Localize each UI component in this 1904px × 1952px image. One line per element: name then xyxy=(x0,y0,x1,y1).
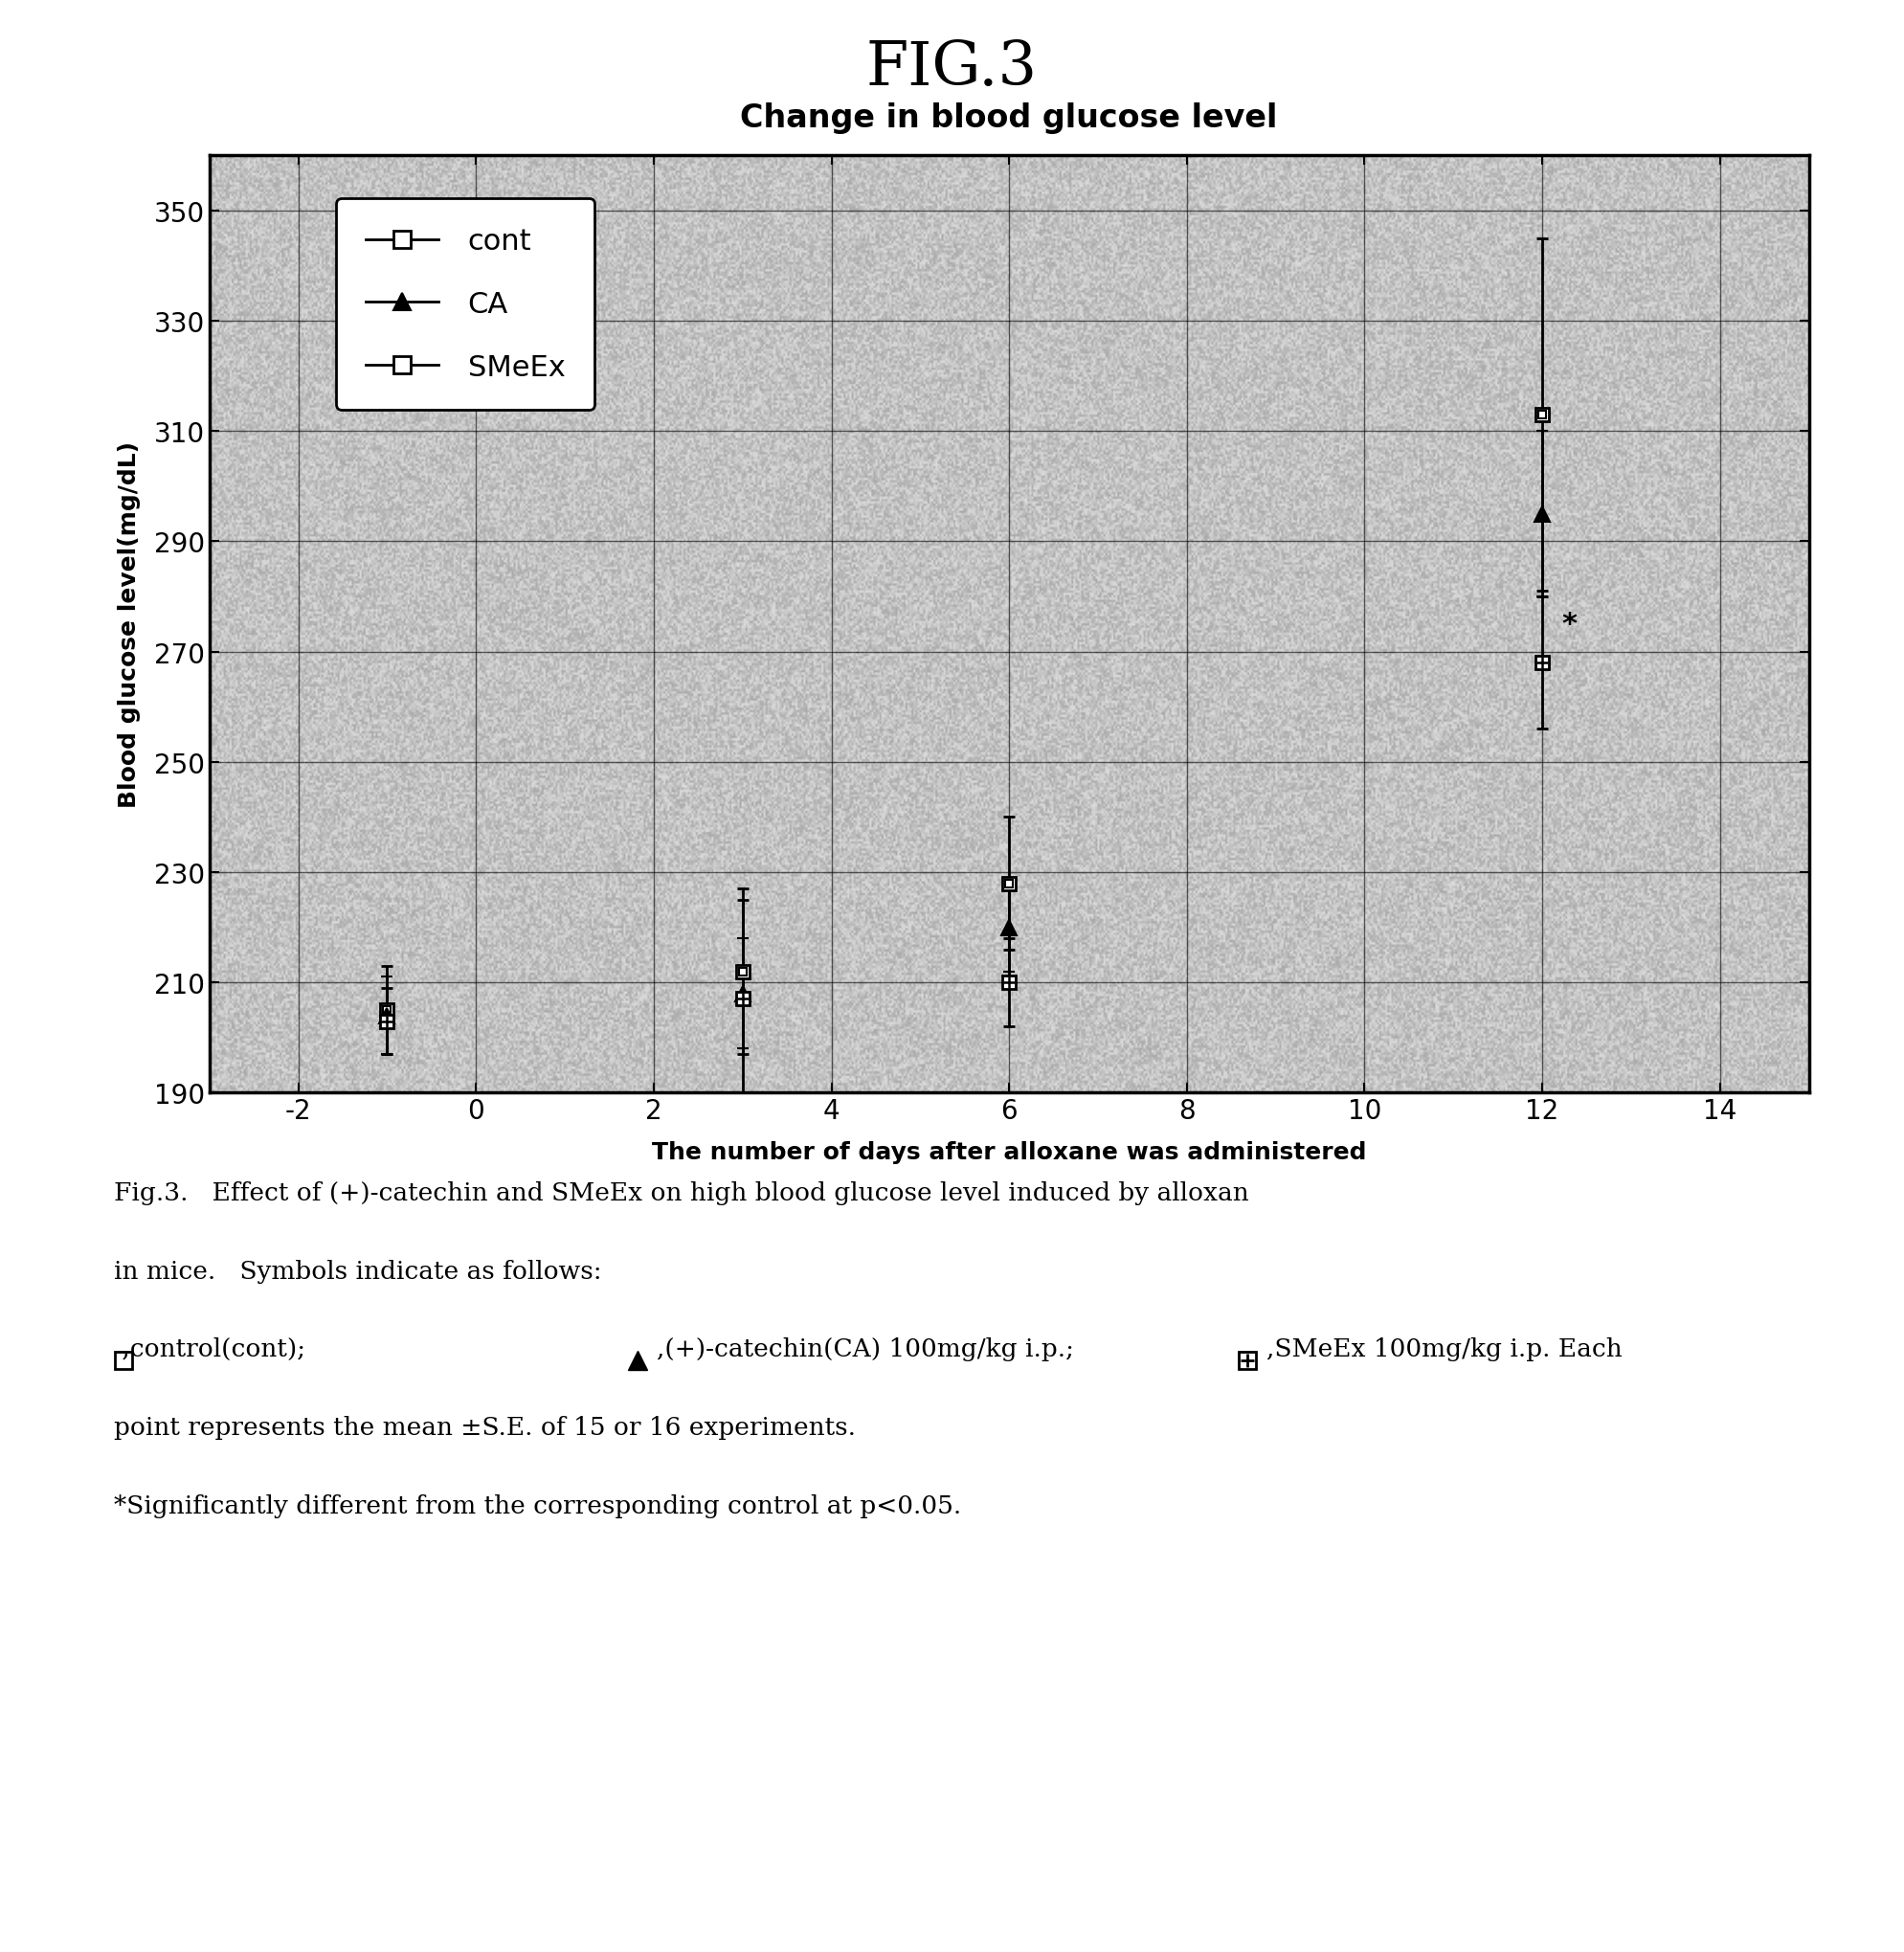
X-axis label: The number of days after alloxane was administered: The number of days after alloxane was ad… xyxy=(651,1140,1367,1163)
Text: ,SMeEx 100mg/kg i.p. Each: ,SMeEx 100mg/kg i.p. Each xyxy=(1266,1337,1622,1361)
Legend: cont, CA, SMeEx: cont, CA, SMeEx xyxy=(335,199,594,410)
Text: ,(+)-catechin(CA) 100mg/kg i.p.;: ,(+)-catechin(CA) 100mg/kg i.p.; xyxy=(657,1337,1074,1361)
Text: *Significantly different from the corresponding control at p<0.05.: *Significantly different from the corres… xyxy=(114,1493,962,1517)
Title: Change in blood glucose level: Change in blood glucose level xyxy=(741,102,1278,133)
Text: in mice.   Symbols indicate as follows:: in mice. Symbols indicate as follows: xyxy=(114,1259,602,1282)
Text: ,control(cont);: ,control(cont); xyxy=(114,1337,307,1361)
Text: Fig.3.   Effect of (+)-catechin and SMeEx on high blood glucose level induced by: Fig.3. Effect of (+)-catechin and SMeEx … xyxy=(114,1181,1249,1204)
Text: *: * xyxy=(1561,611,1577,638)
Y-axis label: Blood glucose level(mg/dL): Blood glucose level(mg/dL) xyxy=(118,441,141,808)
Text: point represents the mean ±S.E. of 15 or 16 experiments.: point represents the mean ±S.E. of 15 or… xyxy=(114,1415,857,1439)
Text: FIG.3: FIG.3 xyxy=(866,39,1038,98)
